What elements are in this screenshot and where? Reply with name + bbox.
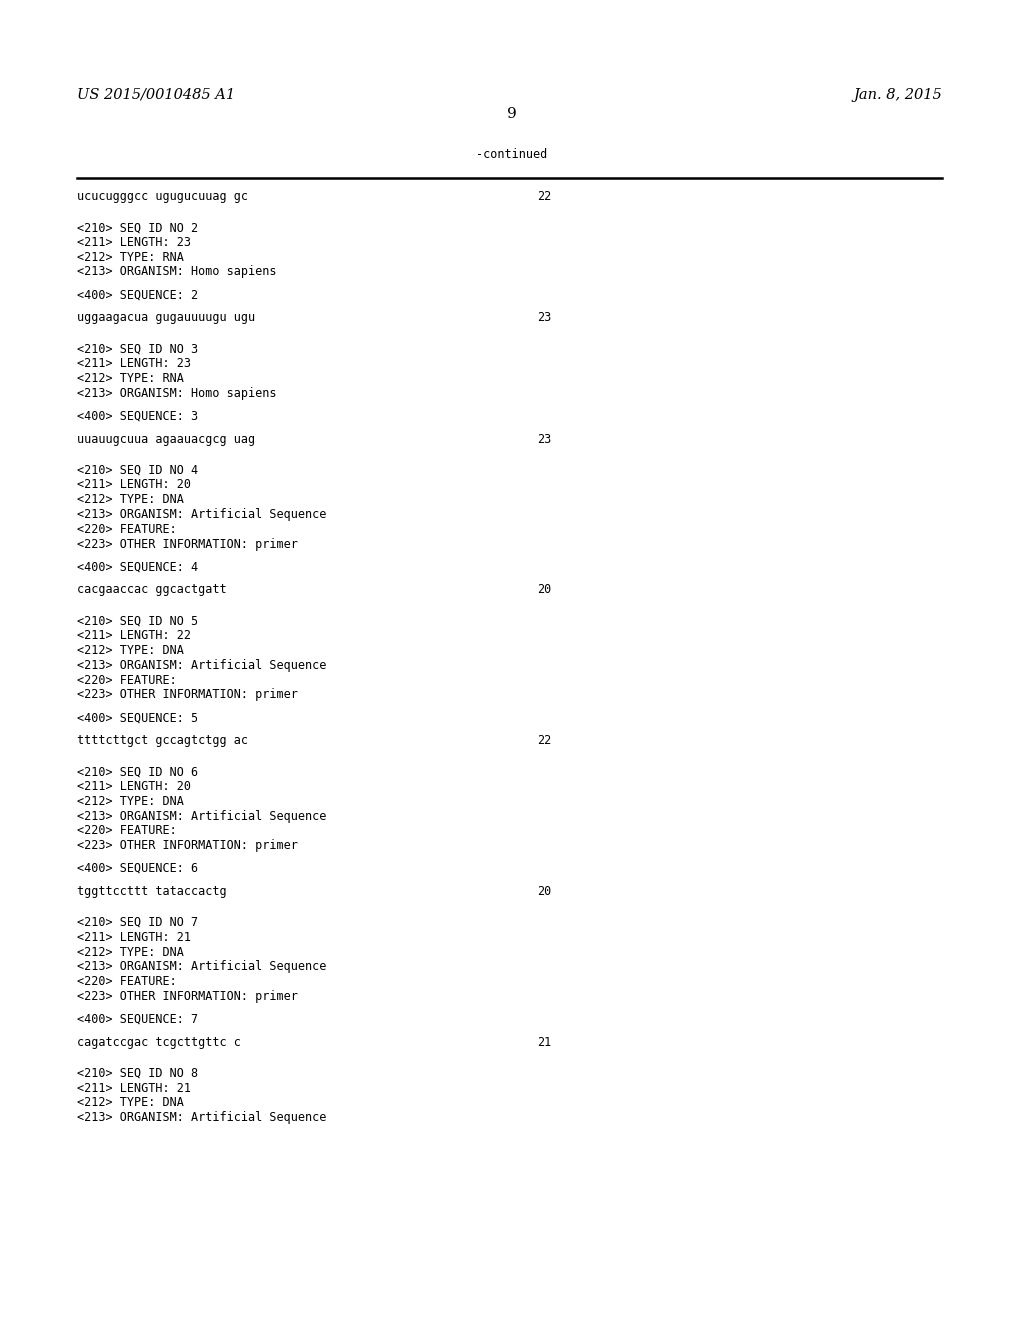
Text: <213> ORGANISM: Homo sapiens: <213> ORGANISM: Homo sapiens bbox=[77, 387, 276, 400]
Text: <220> FEATURE:: <220> FEATURE: bbox=[77, 523, 176, 536]
Text: cagatccgac tcgcttgttc c: cagatccgac tcgcttgttc c bbox=[77, 1036, 241, 1048]
Text: <400> SEQUENCE: 4: <400> SEQUENCE: 4 bbox=[77, 561, 198, 573]
Text: <211> LENGTH: 23: <211> LENGTH: 23 bbox=[77, 236, 190, 249]
Text: 20: 20 bbox=[538, 583, 552, 597]
Text: <212> TYPE: DNA: <212> TYPE: DNA bbox=[77, 494, 183, 506]
Text: <210> SEQ ID NO 3: <210> SEQ ID NO 3 bbox=[77, 342, 198, 355]
Text: 20: 20 bbox=[538, 884, 552, 898]
Text: <212> TYPE: DNA: <212> TYPE: DNA bbox=[77, 1097, 183, 1109]
Text: <223> OTHER INFORMATION: primer: <223> OTHER INFORMATION: primer bbox=[77, 840, 298, 853]
Text: cacgaaccac ggcactgatt: cacgaaccac ggcactgatt bbox=[77, 583, 226, 597]
Text: tggttccttt tataccactg: tggttccttt tataccactg bbox=[77, 884, 226, 898]
Text: <211> LENGTH: 22: <211> LENGTH: 22 bbox=[77, 630, 190, 642]
Text: <213> ORGANISM: Artificial Sequence: <213> ORGANISM: Artificial Sequence bbox=[77, 1111, 327, 1125]
Text: uggaagacua gugauuuugu ugu: uggaagacua gugauuuugu ugu bbox=[77, 312, 255, 325]
Text: <210> SEQ ID NO 7: <210> SEQ ID NO 7 bbox=[77, 916, 198, 929]
Text: 23: 23 bbox=[538, 312, 552, 325]
Text: <212> TYPE: DNA: <212> TYPE: DNA bbox=[77, 644, 183, 657]
Text: <213> ORGANISM: Artificial Sequence: <213> ORGANISM: Artificial Sequence bbox=[77, 659, 327, 672]
Text: <223> OTHER INFORMATION: primer: <223> OTHER INFORMATION: primer bbox=[77, 537, 298, 550]
Text: <210> SEQ ID NO 6: <210> SEQ ID NO 6 bbox=[77, 766, 198, 779]
Text: <211> LENGTH: 23: <211> LENGTH: 23 bbox=[77, 358, 190, 370]
Text: <220> FEATURE:: <220> FEATURE: bbox=[77, 975, 176, 989]
Text: -continued: -continued bbox=[476, 148, 548, 161]
Text: <212> TYPE: RNA: <212> TYPE: RNA bbox=[77, 372, 183, 385]
Text: <210> SEQ ID NO 8: <210> SEQ ID NO 8 bbox=[77, 1067, 198, 1080]
Text: <213> ORGANISM: Artificial Sequence: <213> ORGANISM: Artificial Sequence bbox=[77, 508, 327, 521]
Text: <211> LENGTH: 20: <211> LENGTH: 20 bbox=[77, 780, 190, 793]
Text: ttttcttgct gccagtctgg ac: ttttcttgct gccagtctgg ac bbox=[77, 734, 248, 747]
Text: <211> LENGTH: 21: <211> LENGTH: 21 bbox=[77, 1081, 190, 1094]
Text: <211> LENGTH: 20: <211> LENGTH: 20 bbox=[77, 478, 190, 491]
Text: <210> SEQ ID NO 2: <210> SEQ ID NO 2 bbox=[77, 222, 198, 234]
Text: <210> SEQ ID NO 5: <210> SEQ ID NO 5 bbox=[77, 614, 198, 627]
Text: ucucugggcc ugugucuuag gc: ucucugggcc ugugucuuag gc bbox=[77, 190, 248, 203]
Text: <400> SEQUENCE: 3: <400> SEQUENCE: 3 bbox=[77, 409, 198, 422]
Text: <211> LENGTH: 21: <211> LENGTH: 21 bbox=[77, 931, 190, 944]
Text: <400> SEQUENCE: 5: <400> SEQUENCE: 5 bbox=[77, 711, 198, 725]
Text: Jan. 8, 2015: Jan. 8, 2015 bbox=[853, 87, 942, 102]
Text: <220> FEATURE:: <220> FEATURE: bbox=[77, 673, 176, 686]
Text: <212> TYPE: DNA: <212> TYPE: DNA bbox=[77, 945, 183, 958]
Text: <213> ORGANISM: Homo sapiens: <213> ORGANISM: Homo sapiens bbox=[77, 265, 276, 279]
Text: <400> SEQUENCE: 7: <400> SEQUENCE: 7 bbox=[77, 1012, 198, 1026]
Text: <223> OTHER INFORMATION: primer: <223> OTHER INFORMATION: primer bbox=[77, 688, 298, 701]
Text: <213> ORGANISM: Artificial Sequence: <213> ORGANISM: Artificial Sequence bbox=[77, 809, 327, 822]
Text: <212> TYPE: DNA: <212> TYPE: DNA bbox=[77, 795, 183, 808]
Text: <210> SEQ ID NO 4: <210> SEQ ID NO 4 bbox=[77, 463, 198, 477]
Text: <400> SEQUENCE: 6: <400> SEQUENCE: 6 bbox=[77, 862, 198, 875]
Text: <220> FEATURE:: <220> FEATURE: bbox=[77, 824, 176, 837]
Text: <400> SEQUENCE: 2: <400> SEQUENCE: 2 bbox=[77, 288, 198, 301]
Text: 23: 23 bbox=[538, 433, 552, 446]
Text: 21: 21 bbox=[538, 1036, 552, 1048]
Text: <223> OTHER INFORMATION: primer: <223> OTHER INFORMATION: primer bbox=[77, 990, 298, 1003]
Text: 22: 22 bbox=[538, 190, 552, 203]
Text: <213> ORGANISM: Artificial Sequence: <213> ORGANISM: Artificial Sequence bbox=[77, 961, 327, 973]
Text: uuauugcuua agaauacgcg uag: uuauugcuua agaauacgcg uag bbox=[77, 433, 255, 446]
Text: US 2015/0010485 A1: US 2015/0010485 A1 bbox=[77, 87, 234, 102]
Text: <212> TYPE: RNA: <212> TYPE: RNA bbox=[77, 251, 183, 264]
Text: 22: 22 bbox=[538, 734, 552, 747]
Text: 9: 9 bbox=[507, 107, 517, 121]
